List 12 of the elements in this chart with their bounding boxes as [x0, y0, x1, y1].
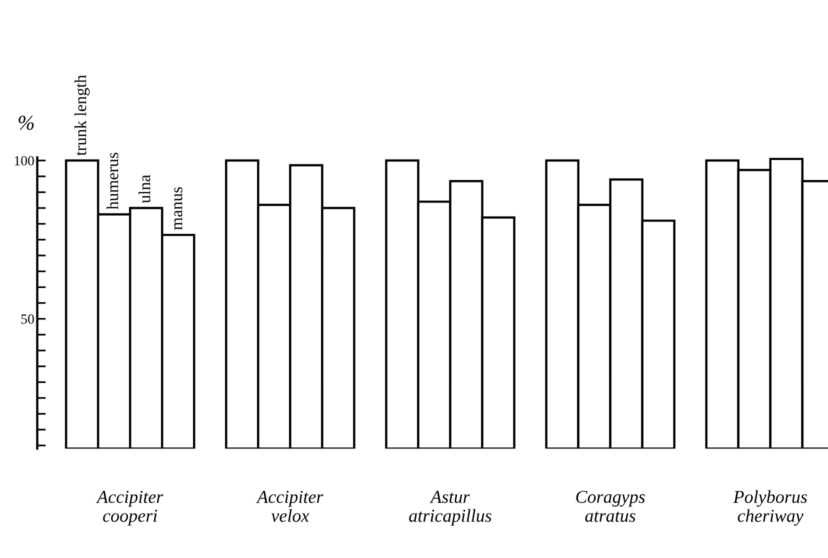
- text: humerus: [106, 152, 118, 210]
- x-tick-label: Accipiter velox: [256, 490, 324, 522]
- text: trunk length: [74, 74, 90, 156]
- y-tick-label: 100: [14, 156, 34, 166]
- x-tick-label: Coragyps atratus: [576, 490, 645, 522]
- x-tick-label: Accipiter cooperi: [96, 490, 164, 526]
- x-tick-label: Polyborus cheriway: [733, 490, 807, 526]
- text: ulna: [138, 174, 150, 204]
- x-tick-label: Astur atricapillus: [409, 490, 492, 526]
- y-axis-title: %: [18, 116, 34, 130]
- text: manus: [174, 187, 182, 230]
- y-tick-label: 50: [21, 314, 34, 324]
